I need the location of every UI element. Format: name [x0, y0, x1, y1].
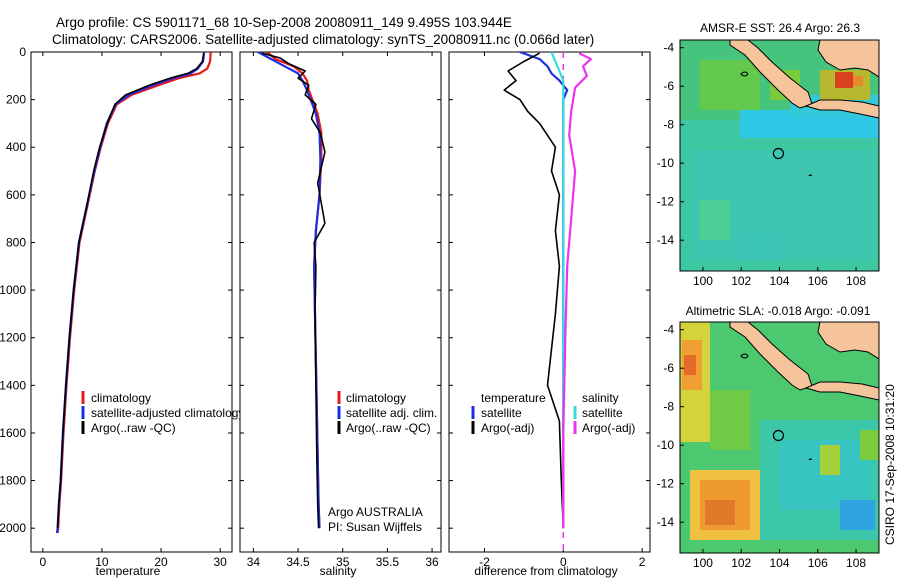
java-land-sst [804, 99, 879, 119]
sla-map-field [680, 322, 879, 553]
sst-map-field [680, 40, 879, 271]
legend-label-temp-argo: Argo(-adj) [481, 421, 534, 435]
x-tick-label: 20 [154, 555, 168, 569]
map-y-tick-label: -10 [657, 156, 675, 170]
sla-map-ticks: 100 102 104 106 108 -4 -6 -8 -10 -12 -14 [657, 323, 867, 570]
y-tick-label: 2000 [0, 521, 26, 535]
credit-timestamp: CSIRO 17-Sep-2008 10:31:20 [883, 384, 897, 545]
y-tick-label: 1200 [0, 331, 26, 345]
series-line-temperature-argo-adj- [503, 52, 565, 529]
sla-argo-location-marker [772, 429, 785, 442]
x-tick-label: 36 [425, 555, 439, 569]
borneo-land-sla [817, 322, 879, 360]
sst-map-ticks: 100 102 104 106 108 -4 -6 -8 -10 -12 -14 [657, 41, 867, 288]
legend-label-argo: Argo(..raw -QC) [91, 421, 176, 435]
map-x-tick-label: 108 [846, 556, 866, 570]
y-tick-label: 600 [6, 188, 26, 202]
temperature-xlabel: temperature [96, 564, 161, 578]
y-tick-label: 1400 [0, 378, 26, 392]
y-tick-label: 800 [6, 235, 26, 249]
series-line-argo [56, 53, 205, 529]
y-tick-label: 200 [6, 93, 26, 107]
salinity-panel: 34 34.5 35 35.5 36 salinity climatology sate… [239, 51, 442, 578]
legend-heading-temperature: temperature [481, 391, 546, 405]
map-y-tick-label: -6 [663, 79, 674, 93]
legend-heading-salinity: salinity [582, 391, 619, 405]
y-tick-label: 1000 [0, 283, 26, 297]
x-tick-label: 30 [213, 555, 227, 569]
legend-label-temp-satellite: satellite [481, 406, 522, 420]
difference-legend: temperature satellite Argo(-adj) salinit… [471, 391, 635, 435]
y-tick-label: 0 [19, 45, 26, 59]
map-y-tick-label: -14 [657, 515, 675, 529]
map-y-tick-label: -4 [663, 41, 674, 55]
title-line2: Climatology: CARS2006. Satellite-adjuste… [52, 32, 594, 47]
y-tick-label: 1800 [0, 474, 26, 488]
legend-label-sal-argo: Argo(-adj) [582, 421, 635, 435]
java-land-sla [804, 381, 879, 401]
map-x-tick-label: 102 [731, 556, 751, 570]
temperature-lines [55, 52, 212, 534]
map-y-tick-label: -12 [657, 195, 675, 209]
map-y-tick-label: -14 [657, 233, 675, 247]
legend-label-climatology: climatology [346, 391, 406, 405]
x-tick-label: 35.5 [376, 555, 400, 569]
legend-label-satellite: satellite-adjusted climatology [91, 406, 244, 420]
difference-axes-frame [448, 51, 651, 553]
difference-xlabel: difference from climatology [474, 564, 617, 578]
y-tick-label: 400 [6, 140, 26, 154]
sla-map-title: Altimetric SLA: -0.018 Argo: -0.091 [686, 304, 871, 318]
watermark-line1: Argo AUSTRALIA [328, 505, 423, 519]
sla-map-panel: Altimetric SLA: -0.018 Argo: -0.091 100 1… [657, 304, 880, 570]
map-y-tick-label: -4 [663, 323, 674, 337]
temperature-axes-frame [30, 51, 233, 553]
sst-map-panel: AMSR-E SST: 26.4 Argo: 26.3 100 102 104 106… [657, 21, 880, 288]
legend-label-argo: Argo(..raw -QC) [346, 421, 431, 435]
sst-map-title: AMSR-E SST: 26.4 Argo: 26.3 [700, 21, 860, 35]
map-x-tick-label: 106 [808, 274, 828, 288]
map-x-tick-label: 104 [769, 274, 789, 288]
legend-label-sal-satellite: satellite [582, 406, 623, 420]
map-x-tick-label: 104 [769, 556, 789, 570]
temperature-ticks: 0 10 20 30 0 200 400 600 800 1000 1200 1400 1600 1800… [0, 45, 232, 569]
map-y-tick-label: -8 [663, 400, 674, 414]
x-tick-label: 0 [39, 555, 46, 569]
x-tick-label: 2 [639, 555, 646, 569]
map-y-tick-label: -6 [663, 361, 674, 375]
watermark-line2: PI: Susan Wijffels [328, 520, 422, 534]
series-line-argo [262, 52, 326, 529]
borneo-land-sst [817, 40, 879, 78]
map-y-tick-label: -8 [663, 118, 674, 132]
x-tick-label: -2 [479, 555, 490, 569]
difference-lines [503, 52, 593, 552]
salinity-axes-frame [239, 51, 442, 553]
map-x-tick-label: 108 [846, 274, 866, 288]
salinity-legend: climatology satellite adj. clim. Argo(..… [337, 391, 437, 435]
x-tick-label: 0 [560, 555, 567, 569]
salinity-lines [257, 52, 326, 529]
map-x-tick-label: 106 [808, 556, 828, 570]
x-tick-label: 34.5 [286, 555, 310, 569]
x-tick-label: 10 [95, 555, 109, 569]
title-line1: Argo profile: CS 5901171_68 10-Sep-2008 … [56, 15, 512, 30]
difference-panel: -2 0 2 difference from climatology tempera… [448, 51, 651, 578]
temperature-legend: climatology satellite-adjusted climatolo… [81, 391, 244, 435]
x-tick-label: 34 [247, 555, 261, 569]
map-x-tick-label: 100 [693, 274, 713, 288]
map-y-tick-label: -12 [657, 477, 675, 491]
y-tick-label: 1600 [0, 426, 26, 440]
series-line-salinity-argo-adj- [562, 52, 593, 529]
map-y-tick-label: -10 [657, 438, 675, 452]
salinity-ticks: 34 34.5 35 35.5 36 [240, 51, 441, 569]
salinity-xlabel: salinity [320, 564, 357, 578]
sst-argo-location-marker [772, 147, 785, 160]
legend-label-satellite: satellite adj. clim. [346, 406, 437, 420]
map-x-tick-label: 100 [693, 556, 713, 570]
x-tick-label: 35 [336, 555, 350, 569]
temperature-panel: 0 10 20 30 0 200 400 600 800 1000 1200 1400 1600 1800… [0, 45, 244, 578]
legend-label-climatology: climatology [91, 391, 151, 405]
map-x-tick-label: 102 [731, 274, 751, 288]
series-line-salinity-satellite [550, 52, 565, 529]
